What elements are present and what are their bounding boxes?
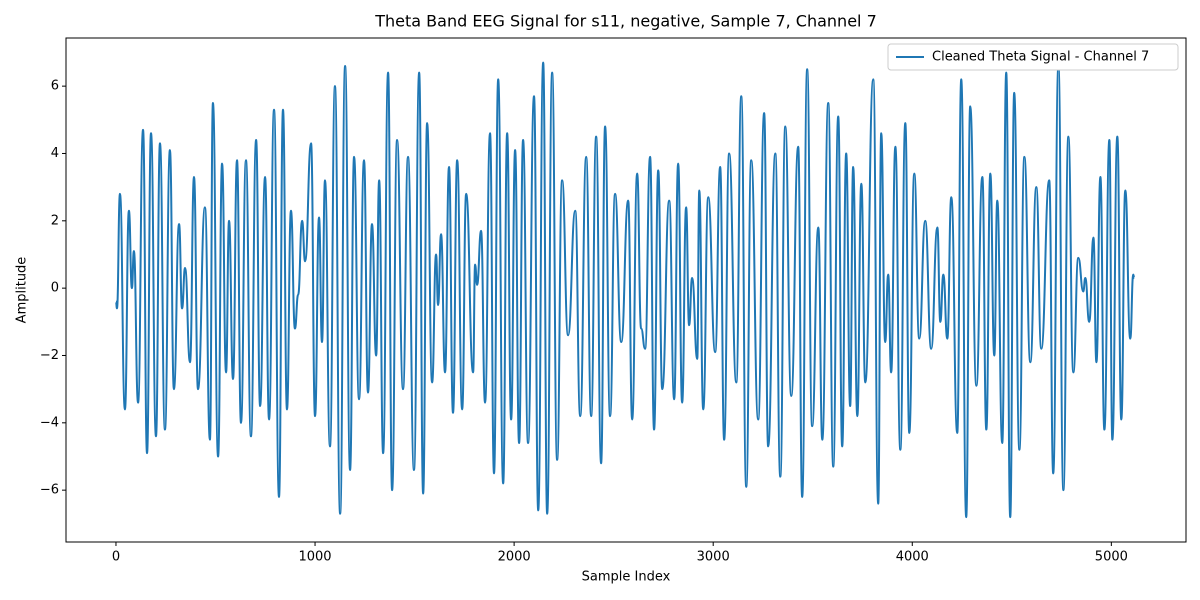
y-tick-label: 0 [51,281,59,296]
plot-frame [65,37,1187,543]
x-tick-label: 3000 [697,550,730,565]
y-tick-label: −2 [40,348,59,363]
x-tick-label: 0 [112,550,120,565]
y-tick-label: 6 [51,79,59,94]
y-axis-label: Amplitude [15,257,30,324]
x-tick-label: 1000 [298,550,331,565]
signal-line [114,61,1136,519]
legend-box [887,43,1179,71]
x-tick-label: 2000 [498,550,531,565]
y-tick-label: 2 [51,213,59,228]
x-tick-label: 5000 [1095,550,1128,565]
y-tick-label: −4 [40,415,59,430]
x-axis-label: Sample Index [582,570,671,585]
legend-label: Cleaned Theta Signal - Channel 7 [932,50,1149,65]
y-tick-label: 4 [51,146,59,161]
x-tick-label: 4000 [896,550,929,565]
chart-title: Theta Band EEG Signal for s11, negative,… [374,12,877,31]
y-tick-label: −6 [40,483,59,498]
